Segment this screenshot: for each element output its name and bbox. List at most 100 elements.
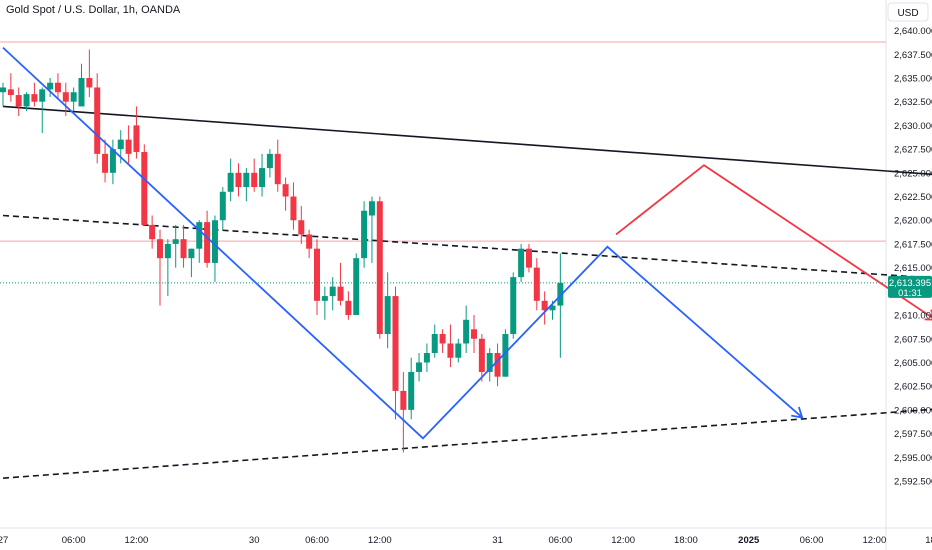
candle-body-69 (541, 300, 548, 311)
candle-body-5 (39, 89, 46, 102)
price-tick-label: 2,607.500 (894, 334, 932, 345)
price-tick-label: 2,620.000 (894, 216, 932, 227)
trendline-0 (2, 105, 932, 176)
candle-body-7 (54, 82, 61, 93)
candle-body-15 (117, 139, 124, 150)
price-tick-label: 2,595.000 (894, 453, 932, 464)
candle-body-25 (196, 222, 203, 249)
candle-body-10 (78, 77, 85, 107)
time-tick-label: 06:00 (548, 535, 572, 546)
candle-body-40 (314, 248, 320, 301)
bar-countdown-label: 01:31 (898, 288, 922, 299)
price-tick-label: 2,597.500 (894, 429, 932, 440)
candle-body-39 (306, 234, 313, 249)
candle-body-47 (368, 201, 375, 216)
price-tick-label: 2,640.000 (894, 26, 932, 37)
candle-body-57 (447, 343, 454, 358)
candle-body-29 (227, 172, 234, 192)
price-tick-label: 2,635.000 (894, 73, 932, 84)
time-tick-label: 27 (0, 535, 8, 546)
candle-body-42 (329, 286, 336, 297)
trendline-2 (2, 408, 932, 479)
candle-body-2 (15, 95, 22, 107)
candle-body-1 (7, 89, 14, 96)
time-tick-label: 12:00 (125, 535, 149, 546)
projection-arrowhead-red (924, 309, 932, 321)
candles-layer (0, 49, 564, 453)
currency-button[interactable]: USD (887, 2, 929, 22)
time-tick-label: 06:00 (305, 535, 329, 546)
candle-body-17 (133, 125, 140, 152)
price-tick-label: 2,625.000 (894, 168, 932, 179)
time-tick-label: 06:00 (800, 535, 824, 546)
time-tick-label: 18:00 (674, 535, 698, 546)
candle-body-20 (157, 239, 163, 259)
candle-body-45 (353, 258, 360, 316)
candle-body-41 (321, 296, 328, 301)
candle-body-16 (125, 139, 132, 154)
time-tick-label: 31 (492, 535, 503, 546)
candle-body-58 (455, 343, 462, 358)
candle-body-24 (188, 248, 195, 259)
candle-body-8 (62, 92, 69, 102)
price-tick-label: 2,637.500 (894, 50, 932, 61)
candle-body-54 (423, 352, 430, 363)
candle-body-26 (204, 222, 211, 263)
time-tick-label: 18:00 (925, 535, 932, 546)
candle-body-70 (549, 305, 556, 311)
candle-body-56 (439, 334, 446, 344)
currency-button-label[interactable]: USD (897, 8, 918, 19)
candle-body-28 (219, 191, 226, 221)
candle-body-3 (23, 94, 30, 107)
candle-body-65 (510, 277, 517, 335)
candle-body-59 (463, 319, 470, 344)
current-price-badge-background (888, 275, 932, 298)
time-tick-label: 12:00 (862, 535, 886, 546)
candle-body-62 (486, 352, 493, 372)
candle-body-13 (102, 153, 109, 173)
price-tick-label: 2,622.500 (894, 192, 932, 203)
time-tick-label: 06:00 (62, 535, 86, 546)
candle-body-68 (533, 267, 540, 301)
trendlines-layer (2, 105, 932, 479)
price-tick-label: 2,630.000 (894, 121, 932, 132)
current-price-label: 2,613.395 (889, 278, 931, 289)
candle-body-11 (86, 77, 93, 88)
candle-body-4 (31, 94, 38, 102)
candle-body-50 (392, 296, 399, 391)
candle-body-22 (172, 239, 179, 244)
currency-button-frame[interactable] (887, 2, 929, 22)
levels-layer (0, 41, 886, 284)
trendline-1 (2, 214, 932, 279)
candle-body-71 (557, 282, 564, 306)
current-price-badge: 2,613.395 01:31 (888, 275, 932, 299)
symbol-title: Gold Spot / U.S. Dollar, 1h, OANDA (6, 4, 181, 16)
candle-body-64 (502, 334, 509, 377)
price-tick-label: 2,600.000 (894, 405, 932, 416)
price-axis-labels: 2,640.000 2,637.500 2,635.000 2,632.500 2,63… (894, 26, 932, 487)
price-tick-label: 2,632.500 (894, 97, 932, 108)
candle-body-46 (361, 210, 368, 259)
candle-body-67 (525, 248, 532, 268)
candle-body-14 (109, 149, 116, 173)
candle-body-43 (337, 286, 344, 301)
candle-body-51 (400, 390, 407, 410)
candle-body-12 (94, 87, 101, 154)
candle-body-32 (251, 172, 258, 188)
candle-body-37 (290, 196, 297, 221)
candle-body-48 (376, 201, 383, 335)
candle-body-61 (478, 338, 485, 372)
time-tick-label: 12:00 (611, 535, 635, 546)
price-tick-label: 2,627.500 (894, 145, 932, 156)
candle-body-34 (266, 153, 273, 169)
candle-body-55 (431, 334, 438, 353)
candle-body-33 (259, 168, 266, 188)
price-tick-label: 2,592.500 (894, 477, 932, 488)
price-tick-label: 2,610.000 (894, 311, 932, 322)
projection-path-blue (2, 46, 803, 440)
candle-body-9 (70, 92, 77, 102)
time-tick-label: 2025 (738, 535, 760, 546)
candle-body-52 (408, 371, 415, 410)
